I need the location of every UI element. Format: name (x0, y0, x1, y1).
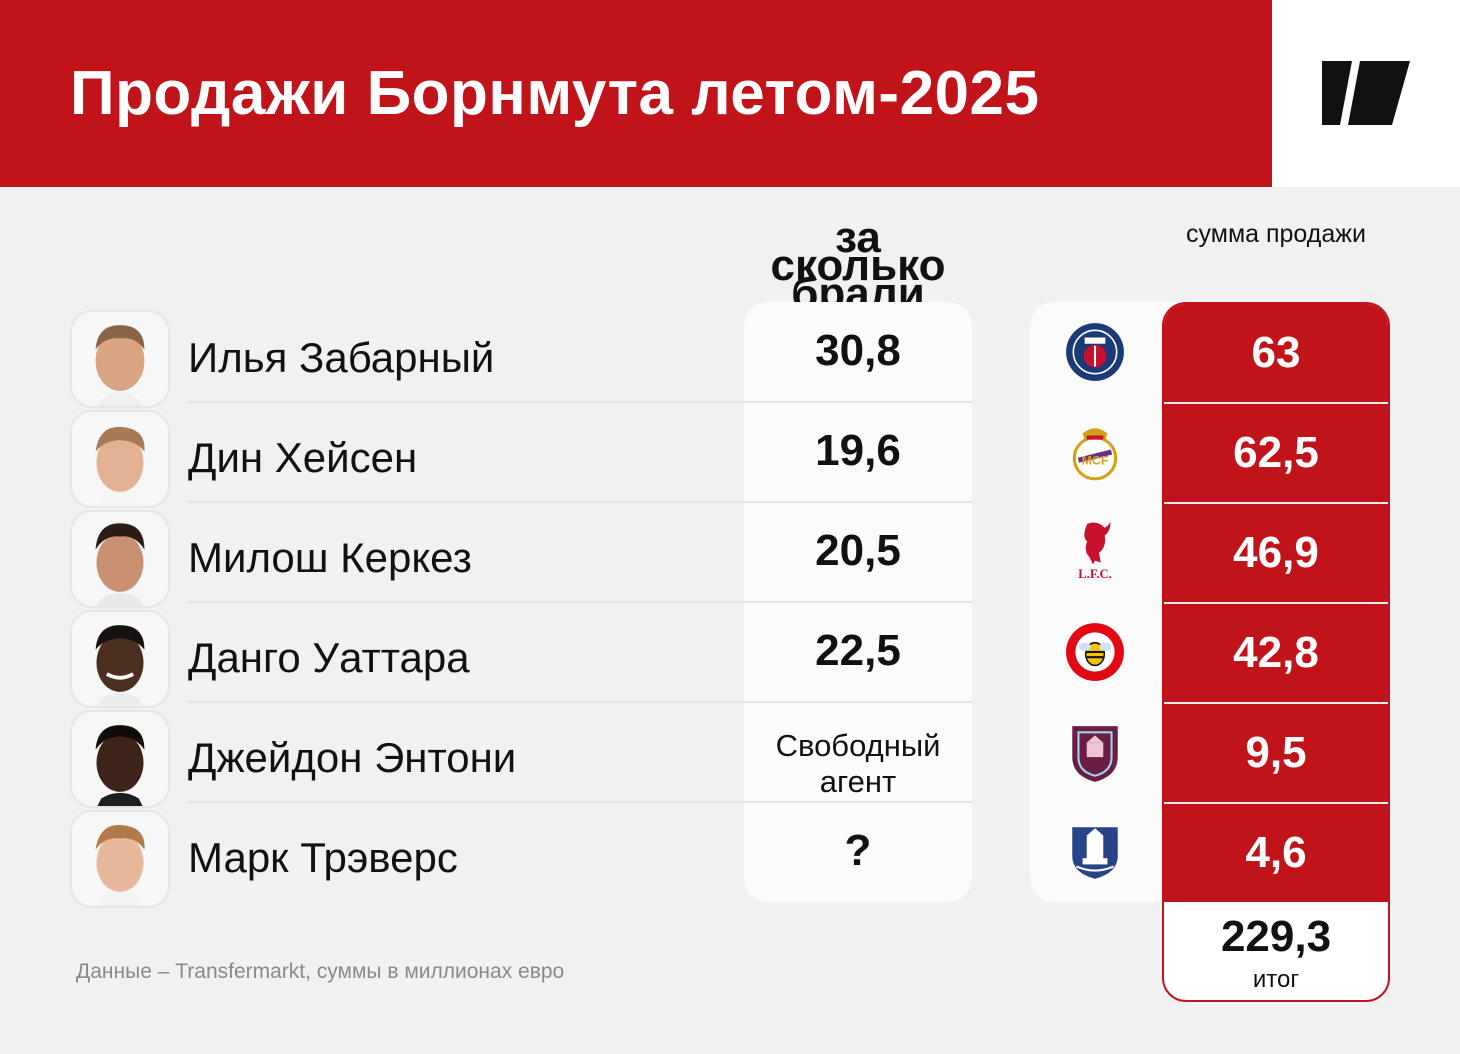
player-name: Илья Забарный (188, 334, 495, 381)
everton-crest-icon (1064, 821, 1126, 883)
paid-column-header: за сколько брали (770, 213, 946, 318)
player-name: Милош Керкез (188, 534, 472, 581)
player-name: Дин Хейсен (188, 434, 418, 481)
sale-value-1: 63 (1251, 328, 1301, 377)
sale-divider (1164, 802, 1388, 804)
sports-ru-logo-icon (1322, 61, 1410, 125)
paid-value: 20,5 (815, 526, 901, 575)
player-name: Джейдон Энтони (188, 734, 517, 781)
sale-divider (1164, 602, 1388, 604)
paid-value: ? (844, 826, 872, 875)
row-divider (188, 801, 972, 803)
player-avatar (70, 710, 170, 808)
paid-value: Свободный агент (775, 728, 941, 799)
sale-value-5: 9,5 (1245, 728, 1307, 777)
row-divider (188, 401, 972, 403)
brentford-crest-icon (1064, 621, 1126, 683)
sale-value-3: 46,9 (1233, 528, 1319, 577)
row-divider (188, 501, 972, 503)
player-avatar (70, 510, 170, 608)
source-note: Данные – Transfermarkt, суммы в миллиона… (76, 960, 565, 983)
sale-value-2: 62,5 (1233, 428, 1319, 477)
sale-divider (1164, 702, 1388, 704)
player-avatar (70, 610, 170, 708)
sale-column-panel: 63 62,5 46,9 42,8 9,5 4,6 229,3 итог (1162, 302, 1390, 1002)
paid-value: 30,8 (815, 326, 901, 375)
paid-value: 22,5 (815, 626, 901, 675)
liverpool-crest-icon: L.F.C. (1064, 518, 1126, 580)
brand-logo-box (1272, 0, 1460, 187)
player-avatar (70, 810, 170, 908)
svg-text:MCF: MCF (1082, 453, 1109, 467)
paid-value: 19,6 (815, 426, 901, 475)
sale-column-header: сумма продажи (1186, 220, 1366, 248)
player-avatar (70, 410, 170, 508)
player-name: Марк Трэверс (188, 834, 458, 881)
player-avatar (70, 310, 170, 408)
sale-value-4: 42,8 (1233, 628, 1319, 677)
page-title: Продажи Борнмута летом-2025 (70, 59, 1040, 128)
burnley-crest-icon (1064, 722, 1126, 784)
total-value: 229,3 (1220, 912, 1332, 961)
sale-divider (1164, 402, 1388, 404)
row-divider (188, 601, 972, 603)
row-divider (188, 701, 972, 703)
sale-value-6: 4,6 (1245, 828, 1307, 877)
total-label: итог (1252, 966, 1300, 993)
real-madrid-crest-icon: MCF (1064, 421, 1126, 483)
player-name: Данго Уаттара (188, 634, 470, 681)
svg-text:L.F.C.: L.F.C. (1078, 567, 1111, 580)
sale-divider (1164, 502, 1388, 504)
header-banner: Продажи Борнмута летом-2025 (0, 0, 1272, 187)
psg-crest-icon (1064, 321, 1126, 383)
